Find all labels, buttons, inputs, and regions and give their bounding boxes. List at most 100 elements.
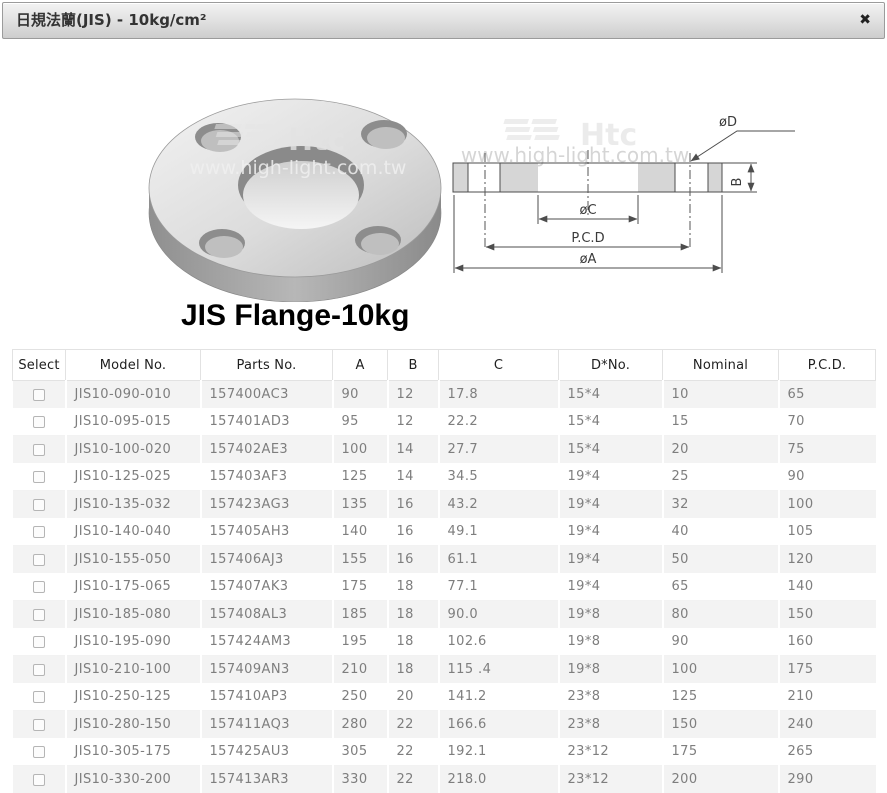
row-select-checkbox[interactable] [33,746,45,758]
table-row: JIS10-210-100 157409AN3 210 18 115 .4 19… [13,656,876,684]
model-cell: JIS10-100-020 [66,436,201,464]
b-cell: 12 [388,408,439,436]
close-icon[interactable]: ✖ [859,3,871,38]
row-select-checkbox[interactable] [33,774,45,786]
row-select-checkbox[interactable] [33,471,45,483]
b-cell: 22 [388,766,439,793]
parts-cell: 157402AE3 [201,436,333,464]
row-select-checkbox[interactable] [33,499,45,511]
table-row: JIS10-195-090 157424AM3 195 18 102.6 19*… [13,628,876,656]
row-select-checkbox[interactable] [33,389,45,401]
table-row: JIS10-280-150 157411AQ3 280 22 166.6 23*… [13,711,876,739]
select-cell [13,656,66,684]
table-row: JIS10-100-020 157402AE3 100 14 27.7 15*4… [13,436,876,464]
c-cell: 77.1 [439,573,559,601]
table-row: JIS10-305-175 157425AU3 305 22 192.1 23*… [13,738,876,766]
table-row: JIS10-155-050 157406AJ3 155 16 61.1 19*4… [13,546,876,574]
model-cell: JIS10-095-015 [66,408,201,436]
b-cell: 20 [388,683,439,711]
parts-cell: 157405AH3 [201,518,333,546]
row-select-checkbox[interactable] [33,636,45,648]
row-select-checkbox[interactable] [33,416,45,428]
select-cell [13,436,66,464]
c-cell: 49.1 [439,518,559,546]
row-select-checkbox[interactable] [33,554,45,566]
select-cell [13,683,66,711]
pcd-cell: 160 [779,628,876,656]
label-oc: øC [579,203,596,218]
row-select-checkbox[interactable] [33,691,45,703]
pcd-cell: 105 [779,518,876,546]
flange-3d-image: Htc www.high-light.com.tw [138,84,468,302]
label-b: B [730,178,745,187]
panel-titlebar: 日規法蘭(JIS) - 10kg/cm² ✖ [2,2,885,39]
nominal-cell: 25 [663,463,779,491]
col-model: Model No. [66,350,201,381]
b-cell: 16 [388,546,439,574]
label-pcd: P.C.D [571,231,604,246]
select-cell [13,546,66,574]
c-cell: 17.8 [439,381,559,409]
model-cell: JIS10-280-150 [66,711,201,739]
pcd-cell: 175 [779,656,876,684]
nominal-cell: 100 [663,656,779,684]
col-a: A [333,350,388,381]
a-cell: 305 [333,738,388,766]
parts-cell: 157407AK3 [201,573,333,601]
dno-cell: 15*4 [559,436,663,464]
parts-cell: 157403AF3 [201,463,333,491]
row-select-checkbox[interactable] [33,526,45,538]
a-cell: 280 [333,711,388,739]
pcd-cell: 100 [779,491,876,519]
col-parts: Parts No. [201,350,333,381]
row-select-checkbox[interactable] [33,609,45,621]
table-row: JIS10-095-015 157401AD3 95 12 22.2 15*4 … [13,408,876,436]
row-select-checkbox[interactable] [33,664,45,676]
model-cell: JIS10-135-032 [66,491,201,519]
a-cell: 135 [333,491,388,519]
model-cell: JIS10-090-010 [66,381,201,409]
dno-cell: 19*4 [559,573,663,601]
flange-spec-table: Select Model No. Parts No. A B C D*No. N… [12,349,876,793]
b-cell: 18 [388,573,439,601]
select-cell [13,738,66,766]
b-cell: 18 [388,656,439,684]
model-cell: JIS10-185-080 [66,601,201,629]
pcd-cell: 90 [779,463,876,491]
table-row: JIS10-185-080 157408AL3 185 18 90.0 19*8… [13,601,876,629]
table-row: JIS10-140-040 157405AH3 140 16 49.1 19*4… [13,518,876,546]
col-select: Select [13,350,66,381]
b-cell: 12 [388,381,439,409]
label-od: øD [719,115,737,130]
model-cell: JIS10-210-100 [66,656,201,684]
parts-cell: 157400AC3 [201,381,333,409]
row-select-checkbox[interactable] [33,444,45,456]
row-select-checkbox[interactable] [33,719,45,731]
select-cell [13,381,66,409]
pcd-cell: 240 [779,711,876,739]
nominal-cell: 200 [663,766,779,793]
nominal-cell: 50 [663,546,779,574]
dno-cell: 19*4 [559,546,663,574]
nominal-cell: 90 [663,628,779,656]
dno-cell: 23*8 [559,683,663,711]
nominal-cell: 125 [663,683,779,711]
parts-cell: 157413AR3 [201,766,333,793]
row-select-checkbox[interactable] [33,581,45,593]
b-cell: 14 [388,436,439,464]
pcd-cell: 65 [779,381,876,409]
nominal-cell: 15 [663,408,779,436]
dno-cell: 19*4 [559,463,663,491]
dno-cell: 19*4 [559,491,663,519]
pcd-cell: 140 [779,573,876,601]
b-cell: 18 [388,601,439,629]
c-cell: 34.5 [439,463,559,491]
b-cell: 18 [388,628,439,656]
select-cell [13,408,66,436]
c-cell: 166.6 [439,711,559,739]
c-cell: 218.0 [439,766,559,793]
b-cell: 14 [388,463,439,491]
nominal-cell: 65 [663,573,779,601]
parts-cell: 157424AM3 [201,628,333,656]
select-cell [13,601,66,629]
